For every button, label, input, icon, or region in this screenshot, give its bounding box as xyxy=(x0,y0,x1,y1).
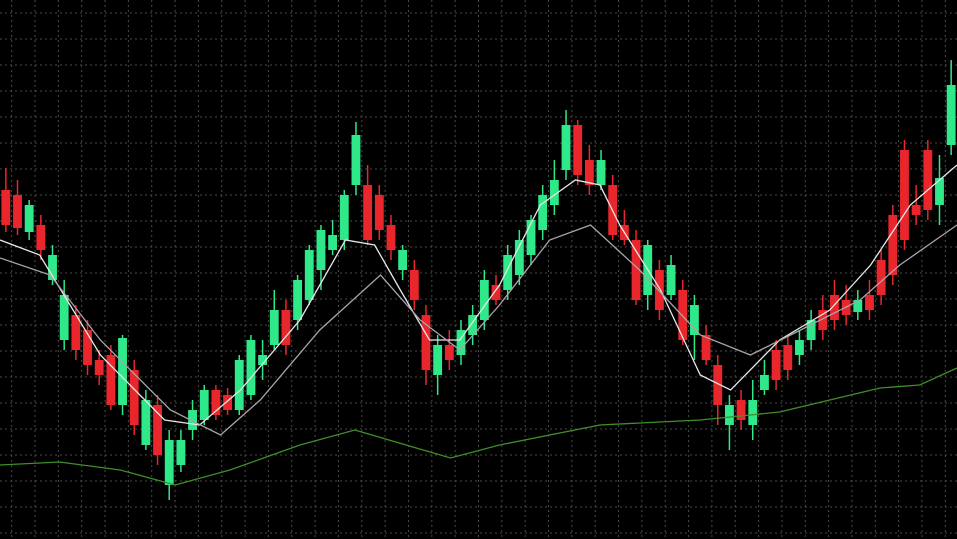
candle-body xyxy=(759,375,769,390)
moving-average-line xyxy=(0,367,957,486)
candle-body xyxy=(386,225,396,250)
candle-body xyxy=(71,315,81,350)
candle-body xyxy=(818,310,828,330)
candle-body xyxy=(689,305,699,335)
candle-body xyxy=(701,335,711,360)
candle-body xyxy=(549,180,559,205)
candle-body xyxy=(234,360,244,410)
candle-body xyxy=(199,390,209,420)
candle-body xyxy=(911,205,921,215)
candle-body xyxy=(584,160,594,185)
candle-body xyxy=(36,225,46,250)
candle-body xyxy=(129,370,139,425)
candle-body xyxy=(830,295,839,320)
candle-body xyxy=(211,390,221,415)
candle-body xyxy=(48,255,57,280)
candle-body xyxy=(596,160,606,185)
candle-body xyxy=(806,320,816,340)
candle-body xyxy=(83,330,92,365)
candle-body xyxy=(771,350,781,380)
candle-body xyxy=(783,345,793,370)
candle-body xyxy=(468,315,478,335)
candle-body xyxy=(923,150,933,210)
candle-body xyxy=(13,195,22,228)
candle-body xyxy=(538,195,548,230)
candle-body xyxy=(328,235,338,250)
candle-body xyxy=(573,125,583,175)
candle-body xyxy=(421,315,431,370)
candle-body xyxy=(456,330,466,355)
candle-body xyxy=(479,280,489,320)
candle-body xyxy=(631,240,641,300)
candle-body xyxy=(94,360,104,375)
candle-body xyxy=(316,230,326,270)
candle-body xyxy=(946,85,956,145)
candle-body xyxy=(491,285,501,300)
candle-body xyxy=(246,340,256,395)
candle-body xyxy=(888,215,898,275)
candle-body xyxy=(444,345,454,360)
candle-body xyxy=(293,280,303,320)
candle-body xyxy=(363,185,373,240)
candle-body xyxy=(258,355,268,365)
candle-body xyxy=(351,135,361,185)
candle-body xyxy=(141,400,151,445)
candle-body xyxy=(188,410,198,430)
candle-body xyxy=(654,270,664,310)
candle-body xyxy=(678,290,688,340)
candle-body xyxy=(153,405,162,455)
candle-body xyxy=(59,295,69,340)
candle-body xyxy=(24,205,34,232)
candle-body xyxy=(433,345,443,375)
candle-body xyxy=(374,195,384,230)
candle-body xyxy=(409,270,419,300)
candle-body xyxy=(223,395,233,410)
candle-body xyxy=(876,260,886,295)
candle-body xyxy=(736,400,746,420)
candle-body xyxy=(503,255,513,290)
candle-body xyxy=(164,440,174,485)
candle-body xyxy=(339,195,349,240)
candle-body xyxy=(514,240,524,275)
candle-body xyxy=(713,365,723,405)
candle-body xyxy=(748,400,758,425)
candle-body xyxy=(106,355,116,405)
candle-body xyxy=(269,310,279,345)
candle-body xyxy=(118,338,127,405)
candle-body xyxy=(304,250,314,300)
candle-body xyxy=(666,265,676,295)
candle-body xyxy=(795,340,804,355)
candle-body xyxy=(865,295,874,310)
candle-body xyxy=(398,250,408,270)
candle-body xyxy=(900,150,909,240)
moving-average-line xyxy=(0,224,957,436)
candle-body xyxy=(853,300,863,312)
candle-body xyxy=(724,405,734,425)
candle-body xyxy=(281,310,291,345)
candle-body xyxy=(176,440,186,465)
candle-body xyxy=(526,220,536,255)
candle-body xyxy=(561,125,571,170)
candle-body xyxy=(1,190,11,225)
candle-body xyxy=(935,178,944,205)
